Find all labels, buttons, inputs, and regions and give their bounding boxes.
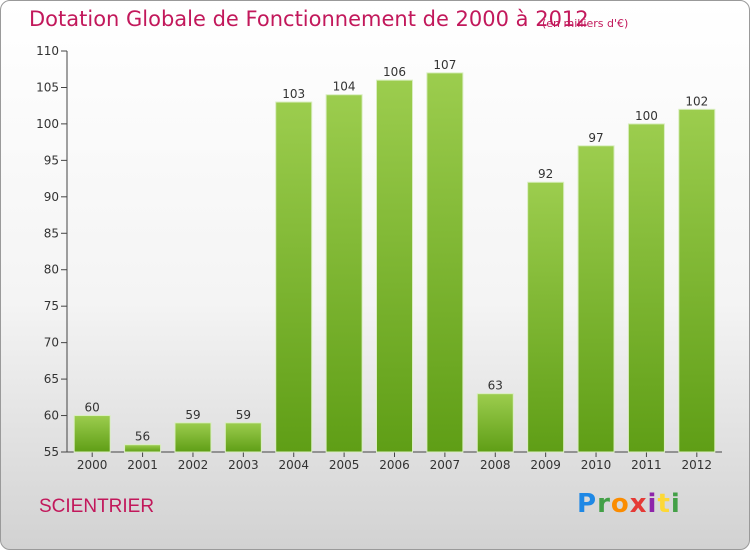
y-tick-label: 110 xyxy=(36,44,59,58)
bar-2000 xyxy=(73,415,111,453)
bar-2006 xyxy=(376,79,413,453)
bar-series xyxy=(73,72,716,453)
x-tick-label: 2000 xyxy=(77,458,108,472)
bar-2001 xyxy=(124,444,162,453)
y-tick-label: 100 xyxy=(36,117,59,131)
data-label-2005: 104 xyxy=(333,80,356,94)
x-tick-label: 2007 xyxy=(430,458,461,472)
y-tick-label: 55 xyxy=(44,445,59,459)
bar-2012 xyxy=(678,108,716,453)
data-label-2012: 102 xyxy=(685,94,708,108)
data-label-2010: 97 xyxy=(588,131,603,145)
y-tick-label: 60 xyxy=(44,409,59,423)
data-label-2001: 56 xyxy=(135,430,150,444)
bar-2010 xyxy=(577,145,615,453)
bar-2002 xyxy=(174,422,212,453)
x-tick-label: 2003 xyxy=(228,458,259,472)
y-tick-label: 95 xyxy=(44,153,59,167)
x-axis: 2000 2001 2002 2003 2004 2005 2006 2007 2008 2009… xyxy=(67,451,722,472)
y-tick-label: 85 xyxy=(44,226,59,240)
y-tick-label: 70 xyxy=(44,336,59,350)
data-label-2002: 59 xyxy=(185,408,200,422)
x-tick-label: 2010 xyxy=(581,458,612,472)
data-label-2011: 100 xyxy=(635,109,658,123)
bar-2011 xyxy=(627,123,665,453)
proxiti-logo: Proxiti xyxy=(577,489,681,519)
x-tick-label: 2001 xyxy=(127,458,158,472)
data-label-2006: 106 xyxy=(383,65,406,79)
data-labels: 60 56 59 59 103 104 106 107 63 92 97 100 102 xyxy=(85,58,709,444)
bar-2009 xyxy=(527,181,565,453)
x-tick-label: 2008 xyxy=(480,458,511,472)
y-tick-label: 80 xyxy=(44,263,59,277)
data-label-2003: 59 xyxy=(236,408,251,422)
x-tick-label: 2004 xyxy=(278,458,309,472)
data-label-2008: 63 xyxy=(488,379,503,393)
x-tick-label: 2012 xyxy=(682,458,713,472)
unit-note: (en milliers d'€) xyxy=(542,17,629,30)
y-tick-label: 90 xyxy=(44,190,59,204)
data-label-2004: 103 xyxy=(282,87,305,101)
y-axis: 55 60 65 70 75 80 85 90 95 100 105 110 xyxy=(36,44,68,459)
bar-2008 xyxy=(476,393,514,453)
y-tick-label: 105 xyxy=(36,80,59,94)
bar-2004 xyxy=(275,101,313,453)
y-tick-label: 65 xyxy=(44,372,59,386)
bar-2007 xyxy=(426,72,464,453)
x-tick-label: 2011 xyxy=(631,458,662,472)
y-tick-label: 75 xyxy=(44,299,59,313)
x-tick-label: 2005 xyxy=(329,458,360,472)
data-label-2009: 92 xyxy=(538,167,553,181)
bar-2003 xyxy=(224,422,262,453)
x-tick-label: 2002 xyxy=(178,458,209,472)
x-tick-label: 2006 xyxy=(379,458,410,472)
x-tick-label: 2009 xyxy=(530,458,561,472)
data-label-2007: 107 xyxy=(433,58,456,72)
commune-name: SCIENTRIER xyxy=(39,496,155,517)
data-label-2000: 60 xyxy=(85,401,100,415)
bar-2005 xyxy=(325,94,363,453)
chart-title: Dotation Globale de Fonctionnement de 20… xyxy=(29,7,589,31)
